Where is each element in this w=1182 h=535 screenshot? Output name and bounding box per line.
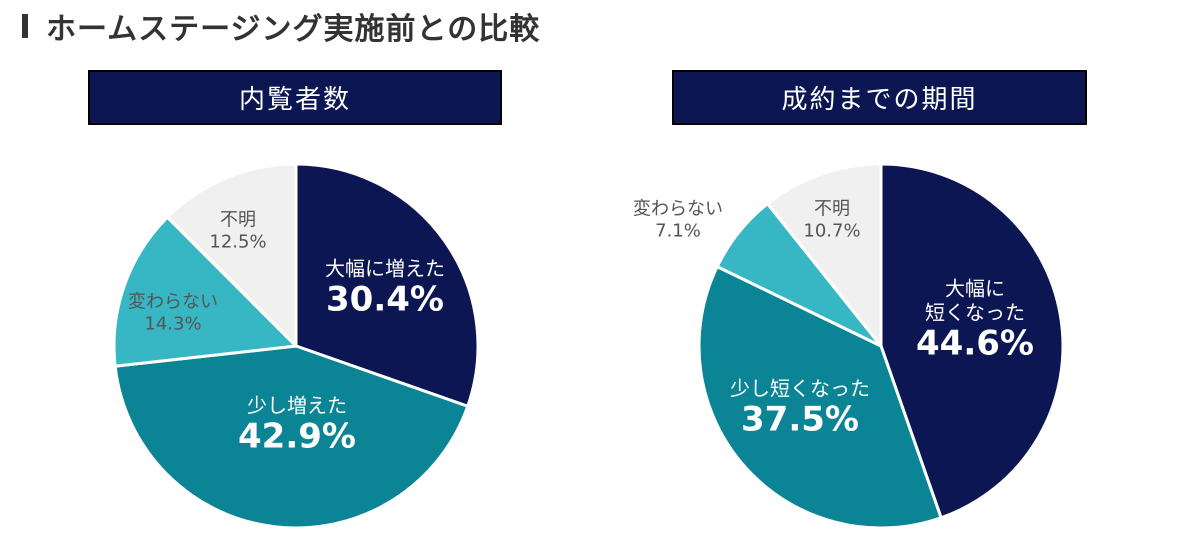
pie-slice-period-1 [697,265,943,530]
slice-label-viewers-1: 少し増えた 42.9% [238,393,356,456]
slice-label-viewers-2: 変わらない 14.3% [128,291,218,334]
chart-title-viewers: 内覧者数 [88,70,502,125]
slice-percent-period-3: 10.7% [803,220,861,241]
slice-name-period-0-0: 大幅に [945,276,1005,301]
chart-title-period: 成約までの期間 [672,70,1087,125]
pie-slice-viewers-1 [113,344,470,530]
pie-slice-viewers-3 [165,162,298,348]
pie-slice-viewers-0 [294,162,480,408]
slice-percent-viewers-1: 42.9% [238,416,356,457]
slice-percent-viewers-3: 12.5% [209,231,267,252]
pie-slice-period-3 [766,162,883,348]
slice-label-period-2: 変わらない 7.1% [633,198,723,241]
slice-name-period-1: 少し短くなった [730,376,870,401]
slice-label-period-3: 不明 10.7% [803,198,860,241]
pie-slice-viewers-2 [112,215,298,368]
slice-percent-viewers-0: 30.4% [326,279,444,320]
slice-name-viewers-0: 大幅に増えた [325,256,445,281]
slice-name-period-0-1: 短くなった [925,300,1025,325]
slice-label-period-1: 少し短くなった 37.5% [730,376,870,439]
slice-label-viewers-3: 不明 12.5% [209,209,266,252]
slice-label-viewers-0: 大幅に増えた 30.4% [325,256,445,319]
slice-percent-viewers-2: 14.3% [144,313,202,334]
heading-accent-bar [22,14,28,38]
slice-name-viewers-1: 少し増えた [247,393,347,418]
slice-name-period-2: 変わらない [633,198,723,220]
slice-name-viewers-3: 不明 [220,209,256,231]
slice-percent-period-0: 44.6% [916,323,1034,364]
slice-percent-period-1: 37.5% [741,399,859,440]
page-heading: ホームステージング実施前との比較 [22,4,540,48]
page-title: ホームステージング実施前との比較 [46,12,541,47]
pie-slice-period-0 [879,162,1065,520]
slice-name-viewers-2: 変わらない [128,291,218,313]
slice-label-period-0: 大幅に 短くなった 44.6% [916,276,1034,363]
slice-name-period-3: 不明 [814,198,850,220]
slice-percent-period-2: 7.1% [655,220,701,241]
